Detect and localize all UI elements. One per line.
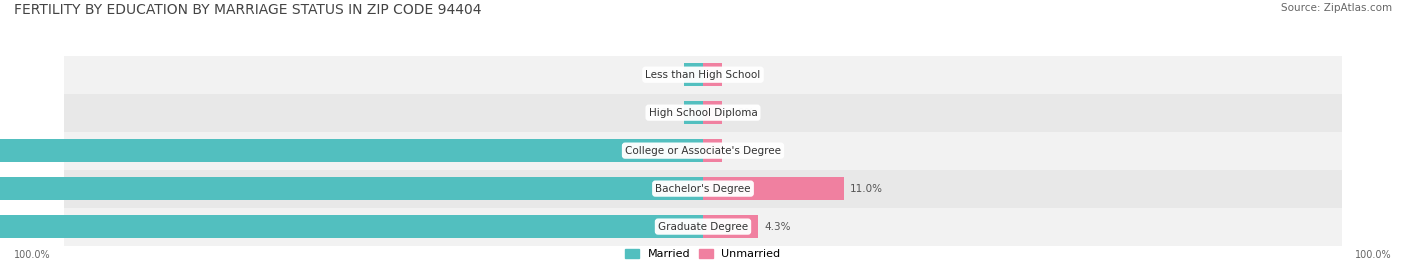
Text: 0.0%: 0.0% <box>651 70 678 80</box>
Bar <box>0 177 703 200</box>
Text: FERTILITY BY EDUCATION BY MARRIAGE STATUS IN ZIP CODE 94404: FERTILITY BY EDUCATION BY MARRIAGE STATU… <box>14 3 482 17</box>
Text: 0.0%: 0.0% <box>728 146 755 156</box>
Bar <box>703 101 723 125</box>
Bar <box>0 139 703 162</box>
Text: College or Associate's Degree: College or Associate's Degree <box>626 146 780 156</box>
Bar <box>703 139 723 162</box>
Text: Graduate Degree: Graduate Degree <box>658 222 748 232</box>
Bar <box>63 94 1343 132</box>
Text: 11.0%: 11.0% <box>851 184 883 194</box>
Bar <box>703 63 723 86</box>
Bar <box>703 215 758 238</box>
Text: Bachelor's Degree: Bachelor's Degree <box>655 184 751 194</box>
Text: Source: ZipAtlas.com: Source: ZipAtlas.com <box>1281 3 1392 13</box>
Bar <box>63 56 1343 94</box>
Text: High School Diploma: High School Diploma <box>648 108 758 118</box>
Text: 100.0%: 100.0% <box>1355 250 1392 260</box>
Bar <box>63 170 1343 208</box>
Text: 4.3%: 4.3% <box>765 222 790 232</box>
Legend: Married, Unmarried: Married, Unmarried <box>621 244 785 263</box>
Text: 0.0%: 0.0% <box>651 108 678 118</box>
Bar <box>703 177 844 200</box>
Text: Less than High School: Less than High School <box>645 70 761 80</box>
Text: 100.0%: 100.0% <box>14 250 51 260</box>
Text: 0.0%: 0.0% <box>728 70 755 80</box>
Bar <box>63 132 1343 170</box>
Text: 0.0%: 0.0% <box>728 108 755 118</box>
Bar <box>0 215 703 238</box>
Bar <box>63 208 1343 246</box>
Bar <box>683 101 703 125</box>
Bar <box>683 63 703 86</box>
